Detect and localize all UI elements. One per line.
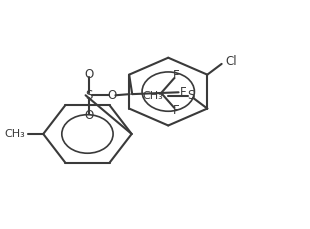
Text: F: F — [172, 104, 179, 117]
Text: S: S — [187, 90, 194, 102]
Text: Cl: Cl — [226, 55, 237, 68]
Text: S: S — [85, 89, 92, 102]
Text: O: O — [108, 89, 117, 102]
Text: F: F — [172, 69, 179, 82]
Text: O: O — [84, 68, 93, 81]
Text: CH₃: CH₃ — [142, 91, 163, 101]
Text: O: O — [84, 109, 93, 122]
Text: F: F — [180, 86, 187, 99]
Text: CH₃: CH₃ — [4, 129, 25, 139]
